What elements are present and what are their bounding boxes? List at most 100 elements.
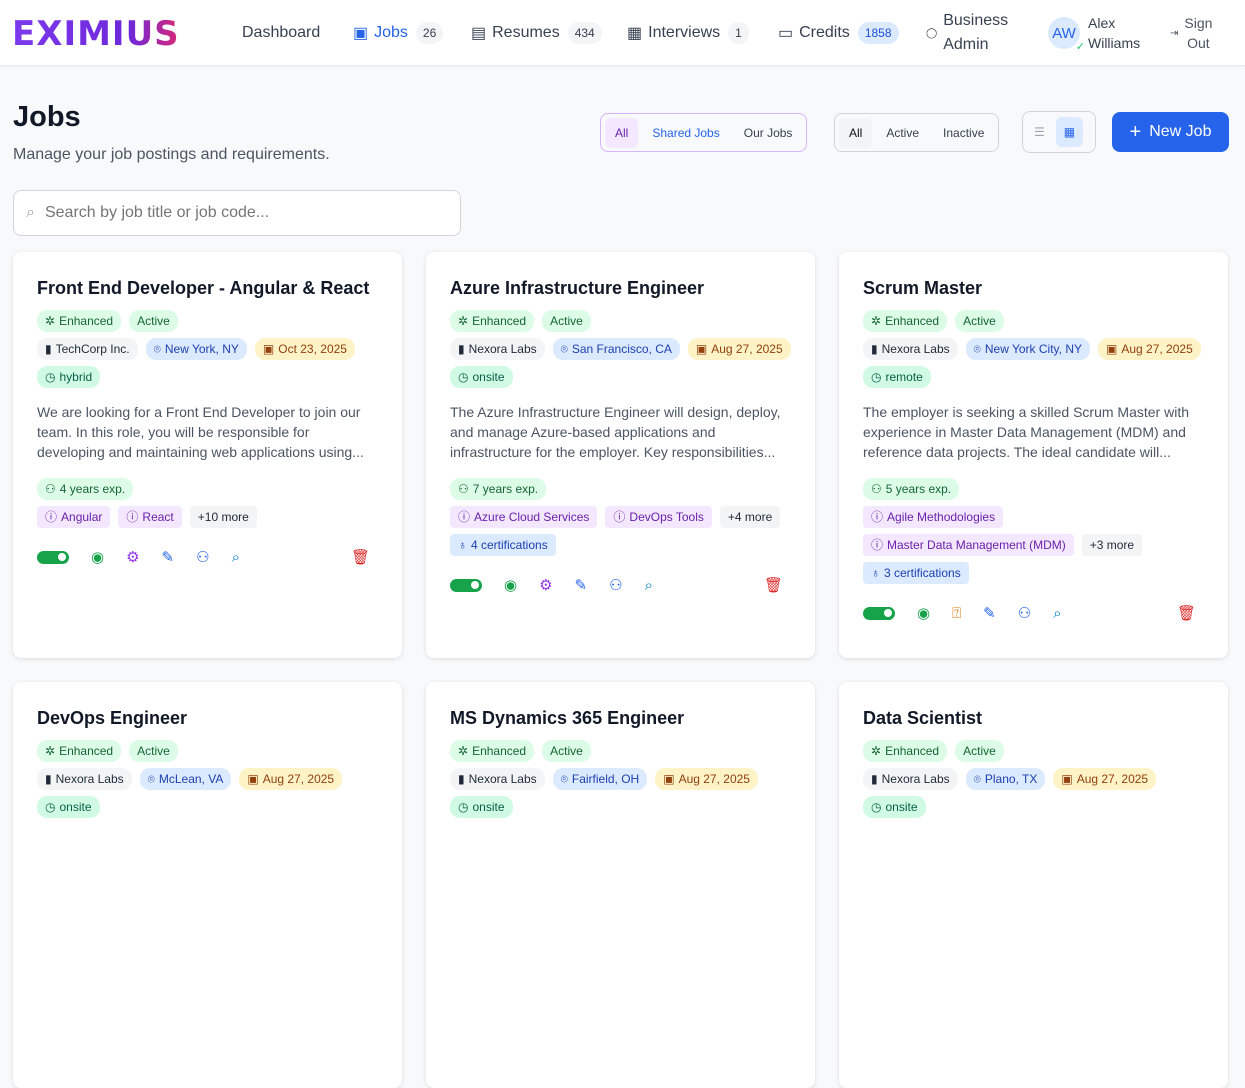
nav-interviews[interactable]: ▦ Interviews 1 bbox=[627, 0, 749, 66]
filter-our-jobs[interactable]: Our Jobs bbox=[743, 125, 793, 140]
location-badge: ⌾ McLean, VA bbox=[139, 768, 232, 790]
delete-icon[interactable]: 🗑 bbox=[763, 577, 783, 594]
nav-dashboard[interactable]: Dashboard bbox=[242, 0, 320, 66]
date-label: Aug 27, 2025 bbox=[1076, 772, 1149, 786]
enhanced-badge: ✲ Enhanced bbox=[863, 740, 948, 762]
candidates-icon[interactable]: ⚇ bbox=[196, 549, 210, 566]
logo[interactable]: EXIMIUS bbox=[12, 14, 180, 54]
nav-credits[interactable]: ▭ Credits 1858 bbox=[778, 0, 899, 66]
active-toggle[interactable] bbox=[450, 578, 482, 592]
active-toggle[interactable] bbox=[863, 606, 895, 620]
calendar-icon: ▣ bbox=[663, 772, 675, 786]
nav-resumes[interactable]: ▤ Resumes 434 bbox=[471, 0, 602, 66]
skill-icon: ⓘ bbox=[126, 510, 139, 524]
more-skills-tag[interactable]: +4 more bbox=[719, 506, 781, 528]
nav-label: Dashboard bbox=[242, 24, 321, 41]
job-title[interactable]: Azure Infrastructure Engineer bbox=[450, 278, 705, 298]
filter-status-inactive[interactable]: Inactive bbox=[943, 125, 985, 140]
questions-icon[interactable]: ⍰ bbox=[952, 604, 962, 622]
skill-tag: ⓘ Angular bbox=[37, 506, 111, 528]
filter-all-jobs[interactable]: All bbox=[605, 117, 639, 148]
settings-icon[interactable]: ⚙ bbox=[539, 577, 553, 594]
mode-label: onsite bbox=[885, 800, 918, 814]
page-title: Jobs bbox=[13, 101, 81, 133]
job-card[interactable]: DevOps Engineer ✲ Enhanced Active ▮ Nexora … bbox=[13, 682, 402, 1088]
filter-status-all[interactable]: All bbox=[839, 117, 873, 148]
location-label: San Francisco, CA bbox=[571, 342, 672, 356]
skill-icon: ⓘ bbox=[871, 538, 884, 552]
filter-shared-jobs[interactable]: Shared Jobs bbox=[652, 125, 720, 140]
nav-label: Interviews bbox=[648, 24, 721, 41]
job-title[interactable]: Front End Developer - Angular & React bbox=[37, 278, 370, 298]
view-icon[interactable]: ◉ bbox=[917, 605, 931, 622]
date-badge: ▣ Aug 27, 2025 bbox=[687, 338, 791, 360]
sparkle-icon: ✲ bbox=[45, 744, 56, 758]
nav-jobs[interactable]: ▣ Jobs 26 bbox=[353, 0, 444, 66]
job-card[interactable]: Front End Developer - Angular & React ✲ E… bbox=[13, 252, 402, 658]
user-menu[interactable]: AW ✓ Alex Williams bbox=[1048, 0, 1140, 66]
experience-badge: ⚇ 7 years exp. bbox=[450, 478, 547, 500]
skill-label: DevOps Tools bbox=[629, 510, 704, 524]
job-description: We are looking for a Front End Developer… bbox=[37, 404, 364, 460]
location-label: Fairfield, OH bbox=[571, 772, 640, 786]
edit-icon[interactable]: ✎ bbox=[574, 577, 588, 594]
exp-label: 4 years exp. bbox=[59, 482, 126, 496]
job-card[interactable]: Data Scientist ✲ Enhanced Active ▮ Nexora L… bbox=[839, 682, 1228, 1088]
map-pin-icon: ⌾ bbox=[560, 772, 568, 786]
job-card[interactable]: Azure Infrastructure Engineer ✲ Enhanced A… bbox=[426, 252, 815, 658]
building-icon: ▮ bbox=[871, 772, 878, 786]
job-description: The Azure Infrastructure Engineer will d… bbox=[450, 404, 781, 460]
search-candidates-icon[interactable]: ⌕ bbox=[231, 548, 240, 566]
filter-status-active[interactable]: Active bbox=[886, 125, 920, 140]
more-skills-tag[interactable]: +3 more bbox=[1081, 534, 1143, 556]
clock-icon: ◷ bbox=[458, 800, 469, 814]
active-toggle[interactable] bbox=[37, 550, 69, 564]
view-icon[interactable]: ◉ bbox=[91, 549, 105, 566]
search-candidates-icon[interactable]: ⌕ bbox=[644, 576, 653, 594]
list-view-icon[interactable]: ☰ bbox=[1034, 125, 1045, 139]
nav-business-admin[interactable]: ◯ Business Admin bbox=[926, 0, 1008, 66]
skill-label: Angular bbox=[61, 510, 103, 524]
search-input[interactable] bbox=[44, 204, 435, 222]
calendar-icon: ▣ bbox=[247, 772, 259, 786]
calendar-icon: ▣ bbox=[262, 342, 275, 356]
candidates-icon[interactable]: ⚇ bbox=[609, 577, 623, 594]
job-card[interactable]: Scrum Master ✲ Enhanced Active ▮ Nexora Lab… bbox=[839, 252, 1228, 658]
job-title[interactable]: Data Scientist bbox=[863, 708, 983, 728]
skill-label: Azure Cloud Services bbox=[474, 510, 590, 524]
job-title[interactable]: MS Dynamics 365 Engineer bbox=[450, 708, 685, 728]
delete-icon[interactable]: 🗑 bbox=[350, 549, 370, 566]
view-icon[interactable]: ◉ bbox=[504, 577, 518, 594]
certifications-tag: ♁ 3 certifications bbox=[863, 562, 969, 584]
settings-icon[interactable]: ⚙ bbox=[126, 549, 140, 566]
work-mode-badge: ◷ onsite bbox=[450, 796, 513, 818]
delete-icon[interactable]: 🗑 bbox=[1176, 605, 1196, 622]
enhanced-label: Enhanced bbox=[59, 744, 114, 758]
building-icon: ▮ bbox=[45, 772, 52, 786]
job-description: The employer is seeking a skilled Scrum … bbox=[863, 404, 1190, 460]
sparkle-icon: ✲ bbox=[871, 314, 882, 328]
building-icon: ▮ bbox=[458, 772, 465, 786]
grid-view-icon[interactable]: ▦ bbox=[1055, 117, 1084, 147]
job-title[interactable]: DevOps Engineer bbox=[37, 708, 188, 728]
edit-icon[interactable]: ✎ bbox=[983, 605, 996, 622]
experience-badge: ⚇ 5 years exp. bbox=[863, 478, 960, 500]
new-job-button[interactable]: + New Job bbox=[1112, 112, 1229, 152]
enhanced-badge: ✲ Enhanced bbox=[863, 310, 948, 332]
job-card[interactable]: MS Dynamics 365 Engineer ✲ Enhanced Active… bbox=[426, 682, 815, 1088]
more-skills-tag[interactable]: +10 more bbox=[189, 506, 257, 528]
status-badge: Active bbox=[542, 740, 591, 762]
edit-icon[interactable]: ✎ bbox=[161, 549, 175, 566]
enhanced-badge: ✲ Enhanced bbox=[450, 740, 535, 762]
plus-icon: + bbox=[1129, 120, 1142, 143]
verified-icon: ✓ bbox=[1075, 41, 1085, 53]
credit-card-icon: ▭ bbox=[778, 25, 794, 42]
new-job-label: New Job bbox=[1149, 123, 1212, 140]
search-candidates-icon[interactable]: ⌕ bbox=[1053, 604, 1062, 622]
company-label: Nexora Labs bbox=[881, 342, 950, 356]
candidates-icon[interactable]: ⚇ bbox=[1017, 605, 1032, 622]
company-label: Nexora Labs bbox=[468, 342, 537, 356]
mode-label: onsite bbox=[472, 370, 505, 384]
sign-out-button[interactable]: ⇥ Sign Out bbox=[1170, 0, 1212, 66]
job-title[interactable]: Scrum Master bbox=[863, 278, 983, 298]
